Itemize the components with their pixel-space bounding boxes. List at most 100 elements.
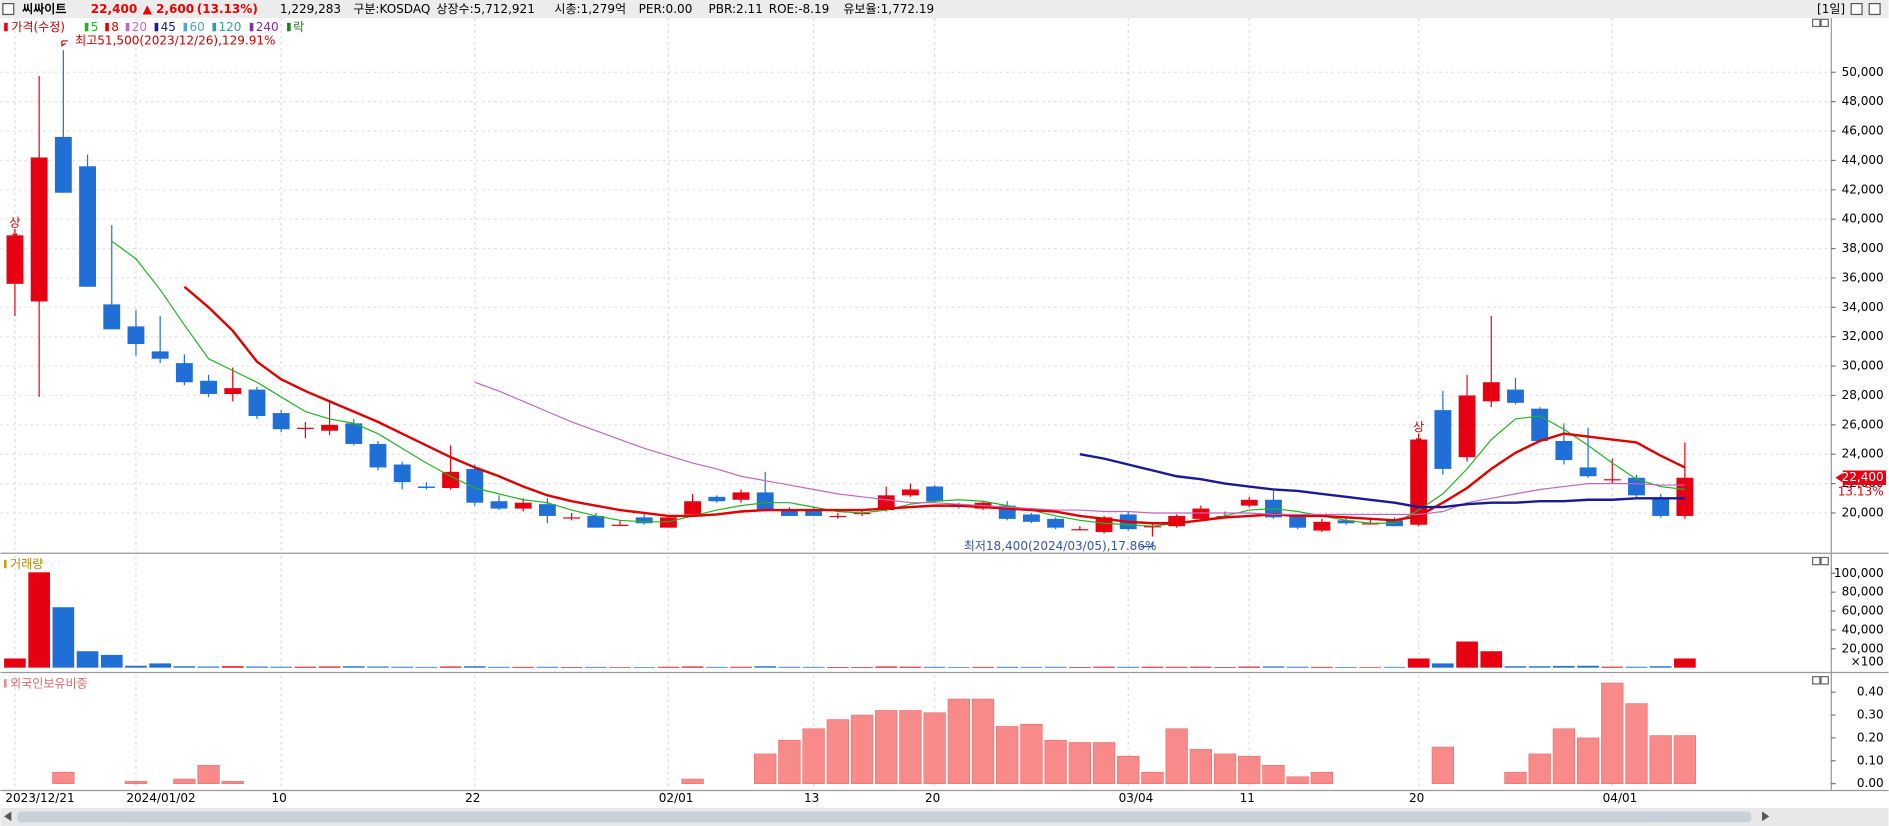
legend-swatch [249, 22, 254, 32]
bar [560, 666, 583, 668]
bar [633, 666, 656, 668]
bar [1431, 746, 1455, 784]
candle-body [926, 486, 944, 502]
bar [1117, 666, 1140, 668]
x-tick-label: 03/04 [1119, 791, 1154, 805]
unit-label: ×100 [1851, 655, 1884, 669]
x-tick-label: 02/01 [659, 791, 694, 805]
bar [754, 753, 777, 784]
bar [1674, 658, 1696, 668]
bar [1214, 666, 1236, 668]
bar [899, 710, 922, 784]
checkbox[interactable] [2, 3, 15, 16]
bar [1601, 682, 1624, 784]
bar [923, 712, 946, 784]
bar [996, 666, 1019, 668]
window-button[interactable] [1850, 3, 1863, 16]
y-tick-label: 20,000 [1842, 505, 1884, 519]
bar [1262, 765, 1285, 784]
bar [52, 771, 75, 784]
bar [875, 666, 898, 668]
candle-body [1652, 498, 1670, 516]
bar [246, 666, 268, 668]
bar [1577, 665, 1599, 668]
bar [1310, 771, 1333, 784]
bar [1213, 753, 1237, 784]
cap: 시총:1,279억 [554, 2, 626, 16]
bar [754, 666, 777, 668]
bar [512, 666, 535, 668]
bar [1068, 742, 1091, 784]
bar [947, 698, 970, 784]
bar [124, 781, 148, 784]
candle-body [200, 380, 217, 394]
candle-body [514, 502, 532, 509]
change-tag-label: 13.13% [1838, 485, 1884, 499]
header-bar [0, 0, 1889, 19]
candle-body [1192, 508, 1210, 519]
x-tick-label: 2024/01/02 [126, 791, 195, 805]
scroll-thumb[interactable] [17, 811, 1752, 823]
bar [488, 666, 510, 668]
y-tick-label: 80,000 [1842, 585, 1884, 599]
bar [778, 666, 801, 668]
bar [318, 666, 341, 668]
candle-body [30, 157, 48, 302]
bar [1504, 771, 1527, 784]
panel-title: 거래량 [10, 557, 43, 571]
panel-button [1812, 676, 1821, 685]
bar [52, 607, 75, 668]
legend-swatch [105, 22, 109, 32]
bar [1673, 735, 1697, 784]
candle-body [490, 501, 508, 509]
limit-up-arrow [12, 228, 18, 237]
change-rate: (13.13%) [197, 2, 258, 16]
panel-button [1820, 556, 1829, 566]
bar [1141, 666, 1164, 668]
bar [971, 698, 995, 784]
period[interactable]: [1일] [1817, 2, 1845, 16]
y-tick-label: 40,000 [1842, 212, 1884, 226]
y-tick-label: 0.40 [1857, 685, 1884, 699]
bar [681, 666, 704, 668]
y-tick-label: 34,000 [1842, 300, 1884, 314]
bar [1165, 666, 1188, 668]
window-button[interactable] [1868, 3, 1881, 16]
candle-body [732, 492, 750, 500]
bar [1190, 666, 1212, 668]
bar [415, 666, 438, 668]
bar [1165, 728, 1188, 784]
price-tag-label: 22,400 [1842, 470, 1884, 484]
bar [1117, 755, 1140, 784]
y-tick-label: 0.00 [1857, 776, 1884, 790]
y-tick-label: 20,000 [1842, 641, 1884, 655]
high-annotation: 최고51,500(2023/12/26),129.91% [75, 33, 275, 47]
candle-body [417, 486, 435, 489]
bar [1286, 666, 1309, 668]
candle-body [466, 468, 484, 503]
bar [4, 658, 26, 668]
bar [1020, 723, 1043, 784]
candle-body [224, 388, 242, 394]
bar [1141, 771, 1164, 784]
candle-body [659, 517, 677, 528]
y-tick-label: 0.10 [1857, 753, 1884, 767]
bar [100, 654, 123, 668]
bar [851, 666, 873, 668]
legend-entry: 8 [111, 20, 119, 34]
candle-body [1023, 514, 1040, 522]
legend-entry: 20 [132, 20, 147, 34]
bar [1020, 666, 1043, 668]
y-tick-label: 36,000 [1842, 270, 1884, 284]
x-tick-label: 04/01 [1603, 791, 1638, 805]
bar [294, 666, 317, 668]
legend-entry: 5 [91, 20, 99, 34]
limit-up-label: 상 [1413, 420, 1424, 434]
x-tick-label: 20 [1409, 791, 1424, 805]
x-tick-label: 11 [1240, 791, 1255, 805]
bar [1528, 666, 1551, 668]
candle-body [684, 501, 702, 515]
roe: ROE:-8.19 [769, 2, 830, 16]
bar [899, 666, 922, 668]
